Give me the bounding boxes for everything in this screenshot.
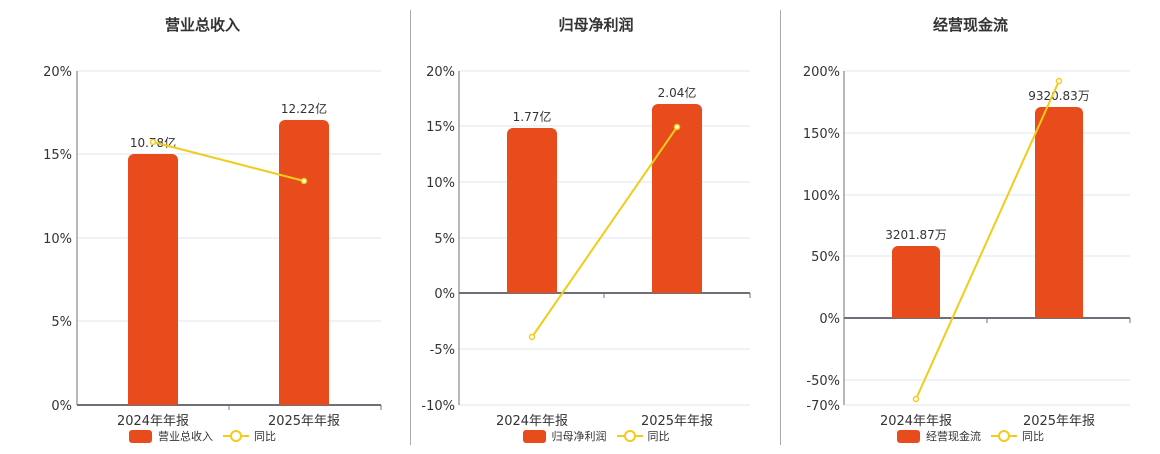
svg-text:12.22亿: 12.22亿 [281, 101, 327, 116]
bar-2024 [892, 246, 940, 318]
yoy-line [915, 80, 1060, 400]
operating-cashflow-chart: 200% 150% 100% 50% 0% -50% -70% 3201.87万… [803, 65, 1131, 429]
svg-text:-70%: -70% [806, 399, 840, 414]
svg-text:2024年年报: 2024年年报 [880, 414, 952, 429]
yoy-line [531, 126, 678, 338]
bar-labels: 3201.87万 9320.83万 [885, 89, 1090, 242]
panel-divider [780, 10, 781, 445]
panel-divider [410, 10, 411, 445]
net-profit-chart-panel: 归母净利润 20% 15% 10% 5% 0% -5% -10% 1.77亿 2… [411, 0, 781, 450]
svg-text:2024年年报: 2024年年报 [117, 414, 189, 429]
chart-title: 营业总收入 [164, 16, 240, 34]
legend-bar-swatch [897, 429, 920, 443]
legend-bar-label: 营业总收入 [158, 430, 213, 443]
bar-2025 [1035, 107, 1083, 318]
svg-text:5%: 5% [434, 232, 455, 247]
svg-text:150%: 150% [803, 127, 840, 142]
svg-text:20%: 20% [426, 65, 455, 80]
operating-cashflow-chart-panel: 经营现金流 200% 150% 100% 50% 0% -50% -70% 32… [781, 0, 1160, 450]
legend-line-label: 同比 [647, 430, 670, 443]
bar-2024 [507, 128, 557, 293]
bar-labels: 10.78亿 12.22亿 [130, 101, 327, 150]
legend-line-icon [991, 430, 1017, 442]
svg-text:-5%: -5% [430, 343, 455, 358]
svg-text:-50%: -50% [806, 374, 840, 389]
net-profit-chart: 20% 15% 10% 5% 0% -5% -10% 1.77亿 2.04亿 2… [421, 65, 751, 429]
chart-legend[interactable]: 归母净利润 同比 [411, 428, 781, 444]
revenue-chart-panel: 营业总收入 20% 15% 10% 5% 0% 10.78亿 12.22亿 20… [0, 0, 405, 450]
svg-text:-10%: -10% [421, 399, 455, 414]
revenue-chart: 20% 15% 10% 5% 0% 10.78亿 12.22亿 2024年年报 … [43, 65, 382, 429]
chart-legend[interactable]: 营业总收入 同比 [0, 428, 405, 444]
legend-line-label: 同比 [1022, 430, 1044, 443]
bars [892, 107, 1083, 318]
bars [507, 104, 702, 293]
legend-line-label: 同比 [254, 430, 276, 443]
chart-title: 经营现金流 [932, 16, 1008, 34]
legend-bar-label: 经营现金流 [926, 430, 981, 443]
svg-text:5%: 5% [51, 315, 72, 330]
svg-text:2024年年报: 2024年年报 [496, 414, 568, 429]
svg-text:9320.83万: 9320.83万 [1028, 89, 1090, 103]
svg-text:1.77亿: 1.77亿 [513, 109, 552, 124]
svg-text:50%: 50% [811, 250, 840, 265]
x-axis-labels: 2024年年报 2025年年报 [117, 414, 340, 429]
bars [128, 120, 329, 405]
svg-text:3201.87万: 3201.87万 [885, 228, 947, 242]
svg-text:15%: 15% [43, 148, 72, 163]
legend-bar-swatch [129, 429, 152, 443]
bar-2025 [279, 120, 329, 405]
x-axis-labels: 2024年年报 2025年年报 [496, 414, 713, 429]
svg-text:10%: 10% [426, 176, 455, 191]
bar-2024 [128, 154, 178, 405]
svg-text:2025年年报: 2025年年报 [268, 414, 340, 429]
legend-line-icon [223, 430, 249, 442]
legend-bar-swatch [522, 429, 546, 443]
svg-text:2025年年报: 2025年年报 [1023, 414, 1095, 429]
legend-line-icon [616, 430, 643, 442]
svg-text:0%: 0% [434, 287, 455, 302]
y-axis-labels: 200% 150% 100% 50% 0% -50% -70% [803, 65, 840, 414]
bar-labels: 1.77亿 2.04亿 [513, 85, 697, 124]
svg-text:20%: 20% [43, 65, 72, 80]
y-axis-labels: 20% 15% 10% 5% 0% -5% -10% [421, 65, 455, 414]
chart-title: 归母净利润 [558, 16, 634, 34]
svg-text:10%: 10% [43, 232, 72, 247]
svg-text:0%: 0% [819, 312, 840, 327]
svg-text:15%: 15% [426, 120, 455, 135]
x-axis-labels: 2024年年报 2025年年报 [880, 414, 1095, 429]
svg-text:2.04亿: 2.04亿 [658, 85, 697, 100]
yoy-line [152, 141, 305, 182]
gridlines [459, 70, 750, 406]
bar-2025 [652, 104, 702, 293]
svg-text:200%: 200% [803, 65, 840, 80]
svg-text:0%: 0% [51, 399, 72, 414]
legend-bar-label: 归母净利润 [551, 430, 607, 443]
chart-legend[interactable]: 经营现金流 同比 [781, 428, 1160, 444]
svg-text:2025年年报: 2025年年报 [641, 414, 713, 429]
gridlines [77, 70, 381, 322]
svg-text:100%: 100% [803, 189, 840, 204]
y-axis-labels: 20% 15% 10% 5% 0% [43, 65, 72, 414]
